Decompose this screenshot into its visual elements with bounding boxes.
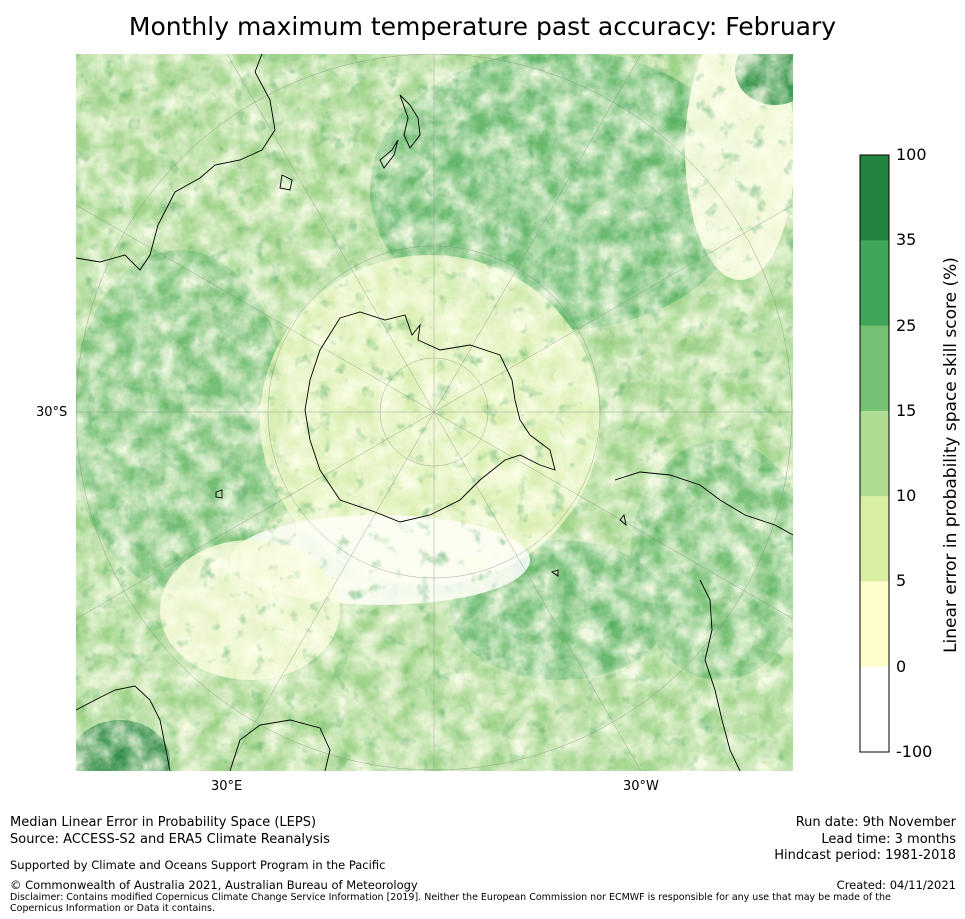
colorbar-tick-label: 35 [896,230,917,250]
footer-copyright: © Commonwealth of Australia 2021, Austra… [10,878,418,892]
lon-label-30e: 30°E [211,779,243,794]
colorbar [859,154,890,753]
tasmania [279,174,293,191]
chart-title: Monthly maximum temperature past accurac… [128,12,837,41]
colorbar-segment [860,496,889,582]
australia-coast [76,54,276,271]
lat-label-30s: 30°S [36,405,68,420]
colorbar-tick-label: 0 [896,656,907,676]
africa-coast [76,685,171,771]
graticule [76,54,793,771]
new-zealand-south [379,139,399,169]
footer-method: Median Linear Error in Probability Space… [10,815,317,830]
colorbar-segment [860,581,889,668]
colorbar-tick-label: 25 [896,315,917,335]
madagascar-coast [229,719,331,771]
map-area [76,54,793,771]
colorbar-tick-label: 10 [896,486,917,506]
antarctica-coast [304,311,556,523]
new-zealand-north [399,94,421,149]
colorbar-segment [860,240,889,327]
colorbar-tick-label: 100 [896,145,927,164]
footer-created: Created: 04/11/2021 [836,878,956,892]
south-america-east-coast [699,579,741,771]
colorbar-tick-label: 5 [896,571,907,591]
footer-supported: Supported by Climate and Oceans Support … [10,858,386,872]
colorbar-segment [860,410,889,497]
colorbar-tick-label: -100 [896,742,933,761]
colorbar-tick-label: 15 [896,400,917,420]
colorbar-segment [860,666,889,753]
footer-source: Source: ACCESS-S2 and ERA5 Climate Reana… [10,832,330,847]
colorbar-title: Linear error in probability space skill … [941,257,961,653]
footer-lead-time: Lead time: 3 months [821,832,956,847]
colorbar-segment [860,325,889,412]
coastlines [76,54,793,771]
colorbar-segment [860,155,889,241]
footer-hindcast: Hindcast period: 1981-2018 [774,848,956,863]
footer-run-date: Run date: 9th November [795,815,956,830]
footer-disclaimer: Disclaimer: Contains modified Copernicus… [10,892,891,914]
south-america-coast [614,471,793,536]
lon-label-30w: 30°W [623,779,659,794]
